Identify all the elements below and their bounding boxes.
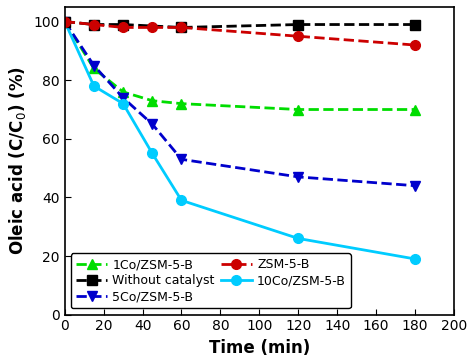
1Co/ZSM-5-B xyxy=(179,102,184,106)
Legend: 1Co/ZSM-5-B, Without catalyst, 5Co/ZSM-5-B, ZSM-5-B, 10Co/ZSM-5-B: 1Co/ZSM-5-B, Without catalyst, 5Co/ZSM-5… xyxy=(71,253,351,308)
5Co/ZSM-5-B xyxy=(149,122,155,126)
Line: Without catalyst: Without catalyst xyxy=(60,17,420,32)
X-axis label: Time (min): Time (min) xyxy=(209,339,310,357)
1Co/ZSM-5-B xyxy=(120,90,126,94)
Without catalyst xyxy=(295,22,301,27)
10Co/ZSM-5-B xyxy=(149,151,155,156)
10Co/ZSM-5-B xyxy=(120,102,126,106)
ZSM-5-B xyxy=(62,19,68,24)
ZSM-5-B xyxy=(295,34,301,39)
Without catalyst xyxy=(120,22,126,27)
Without catalyst xyxy=(62,19,68,24)
Line: 5Co/ZSM-5-B: 5Co/ZSM-5-B xyxy=(60,17,420,191)
ZSM-5-B xyxy=(91,22,97,27)
ZSM-5-B xyxy=(412,43,418,47)
Line: ZSM-5-B: ZSM-5-B xyxy=(60,17,420,50)
10Co/ZSM-5-B xyxy=(295,236,301,241)
5Co/ZSM-5-B xyxy=(179,157,184,162)
5Co/ZSM-5-B xyxy=(295,175,301,179)
5Co/ZSM-5-B xyxy=(62,19,68,24)
ZSM-5-B xyxy=(179,25,184,29)
10Co/ZSM-5-B xyxy=(62,19,68,24)
1Co/ZSM-5-B xyxy=(91,66,97,71)
5Co/ZSM-5-B xyxy=(412,183,418,188)
10Co/ZSM-5-B xyxy=(412,257,418,261)
1Co/ZSM-5-B xyxy=(62,19,68,24)
Y-axis label: Oleic acid (C/C$_0$) (%): Oleic acid (C/C$_0$) (%) xyxy=(7,66,28,255)
10Co/ZSM-5-B xyxy=(179,198,184,202)
Without catalyst xyxy=(91,22,97,27)
Line: 1Co/ZSM-5-B: 1Co/ZSM-5-B xyxy=(60,17,420,114)
ZSM-5-B xyxy=(120,25,126,29)
1Co/ZSM-5-B xyxy=(412,107,418,112)
1Co/ZSM-5-B xyxy=(295,107,301,112)
10Co/ZSM-5-B xyxy=(91,84,97,88)
ZSM-5-B xyxy=(149,25,155,29)
5Co/ZSM-5-B xyxy=(91,63,97,68)
Without catalyst xyxy=(179,25,184,29)
Line: 10Co/ZSM-5-B: 10Co/ZSM-5-B xyxy=(60,17,420,264)
Without catalyst xyxy=(412,22,418,27)
5Co/ZSM-5-B xyxy=(120,96,126,100)
1Co/ZSM-5-B xyxy=(149,99,155,103)
